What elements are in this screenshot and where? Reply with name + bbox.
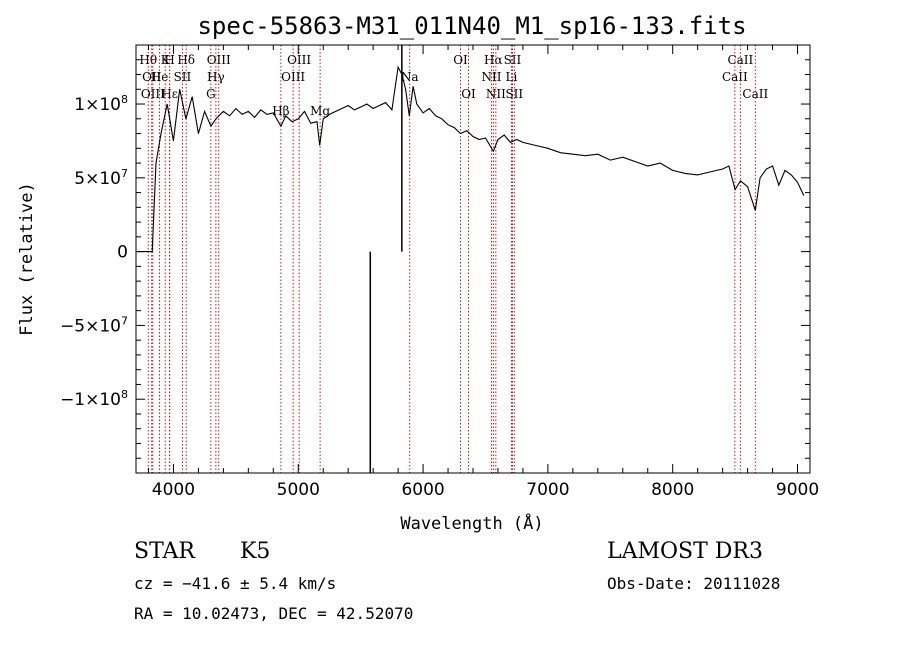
x-tick-label-0: 4000 — [152, 480, 195, 500]
line-label-19: NII — [481, 70, 501, 84]
line-label-13: OIII — [281, 70, 305, 84]
x-tick-label-2: 6000 — [401, 480, 444, 500]
object-subclass: K5 — [240, 539, 271, 564]
line-label-27: CaII — [742, 87, 768, 101]
object-class: STAR — [134, 539, 195, 564]
line-label-21: NII — [486, 87, 506, 101]
line-label-14: OIII — [287, 53, 311, 67]
y-tick-label-0: −1×108 — [60, 388, 128, 410]
chart-title: spec-55863-M31_011N40_M1_sp16-133.fits — [197, 12, 746, 40]
x-axis: 4000 5000 6000 7000 8000 9000 — [147, 45, 819, 500]
line-label-12: Hβ — [272, 104, 289, 118]
y-tick-mantissa: 5×10 — [74, 169, 121, 189]
y-tick-label-2: 0 — [117, 243, 128, 263]
x-axis-label: Wavelength (Å) — [400, 512, 543, 534]
line-label-23: SII — [504, 53, 522, 67]
line-label-2: OIII — [141, 87, 165, 101]
y-tick-label-3: 5×107 — [74, 167, 128, 189]
y-tick-label-4: 1×108 — [74, 93, 128, 115]
line-label-26: CaII — [727, 53, 753, 67]
line-label-0: Hθ — [139, 53, 157, 67]
y-tick-mantissa: 1×10 — [74, 95, 121, 115]
x-tick-label-1: 5000 — [277, 480, 320, 500]
line-label-24: SII — [505, 87, 523, 101]
line-label-18: OI — [461, 87, 476, 101]
redshift-readout: cz = −41.6 ± 5.4 km/s — [134, 574, 337, 593]
y-tick-label-1: −5×107 — [60, 314, 128, 336]
line-label-10: Hγ — [207, 70, 225, 84]
line-label-1: OII — [142, 70, 162, 84]
y-tick-exponent: 8 — [121, 388, 128, 401]
series-line-0 — [136, 65, 805, 253]
spectral-line-markers: HθOIIOIIIHeKHεHSIIHδGHγOIIIHβOIIIOIIIMgN… — [139, 45, 768, 473]
line-label-4: K — [161, 53, 171, 67]
y-tick-mantissa: −1×10 — [60, 390, 121, 410]
y-tick-exponent: 7 — [121, 314, 128, 327]
line-label-16: Na — [401, 70, 419, 84]
survey-name: LAMOST DR3 — [607, 539, 763, 564]
line-label-7: SII — [174, 70, 192, 84]
line-label-9: G — [206, 87, 216, 101]
line-label-3: He — [151, 70, 169, 84]
y-tick-mantissa: −5×10 — [60, 316, 121, 336]
y-tick-exponent: 7 — [121, 167, 128, 180]
line-label-17: OI — [453, 53, 468, 67]
y-tick-mantissa: 0 — [117, 243, 128, 263]
x-tick-label-5: 9000 — [776, 480, 819, 500]
y-axis-label: Flux (relative) — [17, 182, 37, 336]
line-label-15: Mg — [310, 104, 330, 118]
y-tick-exponent: 8 — [121, 93, 128, 106]
x-tick-label-3: 7000 — [526, 480, 569, 500]
x-tick-label-4: 8000 — [651, 480, 694, 500]
observation-date: Obs-Date: 20111028 — [607, 574, 781, 593]
line-label-6: H — [164, 53, 174, 67]
line-label-11: OIII — [207, 53, 231, 67]
spectrum-layer — [136, 45, 805, 473]
line-label-22: Li — [506, 70, 518, 84]
line-label-25: CaII — [722, 70, 748, 84]
coordinates-readout: RA = 10.02473, DEC = 42.52070 — [134, 604, 414, 623]
line-label-8: Hδ — [177, 53, 195, 67]
spectrum-chart: spec-55863-M31_011N40_M1_sp16-133.fits H… — [17, 12, 819, 534]
line-label-20: Hα — [484, 53, 503, 67]
